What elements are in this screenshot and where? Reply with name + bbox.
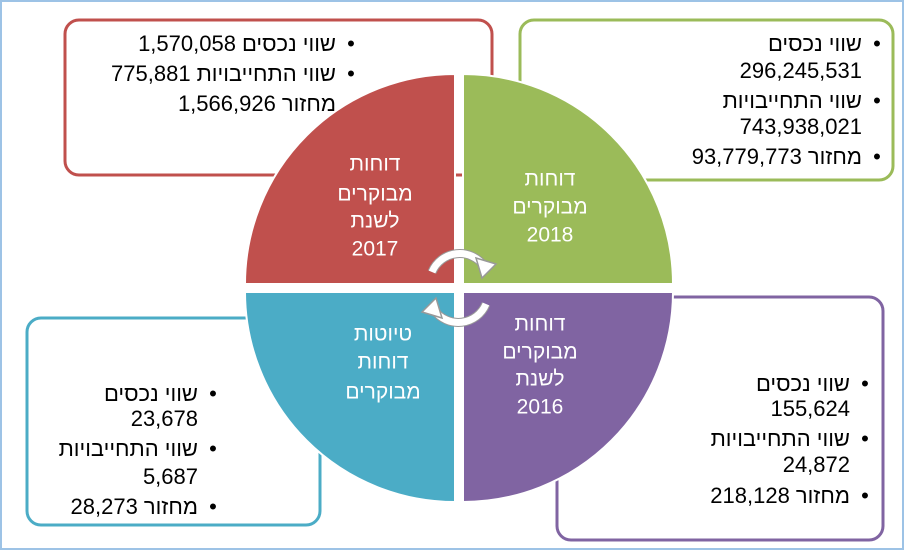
bullet: • bbox=[861, 483, 869, 508]
quadrant-title: טיוטות bbox=[354, 323, 412, 346]
bullet: • bbox=[209, 381, 217, 406]
quadrant-title: 2016 bbox=[517, 396, 564, 419]
bullet: • bbox=[861, 426, 869, 451]
quadrant-title: מבוקרים bbox=[345, 381, 420, 404]
item-value: 296,245,531 bbox=[740, 58, 862, 83]
item-value: 743,938,021 bbox=[740, 114, 862, 139]
bullet: • bbox=[347, 31, 355, 56]
item-label: שווי נכסים bbox=[768, 31, 862, 56]
quadrant-2016 bbox=[462, 291, 675, 504]
quadrant-title: דוחות bbox=[515, 313, 566, 336]
item-label: שווי התחייבויות bbox=[723, 88, 862, 113]
quadrant-2018 bbox=[462, 72, 675, 285]
item-label: מחזור bbox=[808, 144, 862, 169]
item-label: שווי נכסים bbox=[104, 381, 198, 406]
bullet: • bbox=[873, 88, 881, 113]
item-label: מחזור bbox=[282, 91, 336, 116]
item-value: 24,872 bbox=[783, 452, 850, 477]
item-value: 5,687 bbox=[143, 464, 198, 489]
item-label: שווי נכסים bbox=[756, 371, 850, 396]
quadrant-title: לשנת bbox=[516, 368, 565, 391]
item-label: מחזור bbox=[144, 494, 198, 519]
bullet: • bbox=[873, 31, 881, 56]
item-value: 1,566,926 bbox=[178, 91, 276, 116]
quadrant-title: מבוקרים bbox=[512, 196, 587, 219]
bullet: • bbox=[209, 494, 217, 519]
item-value: 93,779,773 bbox=[692, 144, 802, 169]
item-label: מחזור bbox=[796, 483, 850, 508]
item-label: שווי התחייבויות bbox=[711, 426, 850, 451]
item-value: 155,624 bbox=[770, 396, 850, 421]
quadrant-title: דוחות bbox=[358, 351, 409, 374]
bullet: • bbox=[861, 371, 869, 396]
quadrant-title: לשנת bbox=[351, 210, 400, 233]
arrow-head bbox=[474, 256, 498, 280]
item-label: שווי התחייבויות bbox=[197, 61, 336, 86]
item-value: 23,678 bbox=[131, 406, 198, 431]
quadrant-2017 bbox=[243, 72, 456, 285]
quadrant-title: דוחות bbox=[525, 168, 576, 191]
item-value: 218,128 bbox=[710, 483, 790, 508]
quadrant-drafts bbox=[243, 291, 456, 504]
item-label: שווי התחייבויות bbox=[59, 436, 198, 461]
bullet: • bbox=[209, 436, 217, 461]
quadrant-title: מבוקרים bbox=[502, 341, 577, 364]
quadrant-title: 2017 bbox=[352, 238, 399, 261]
item-value: 28,273 bbox=[71, 494, 138, 519]
arrow-head bbox=[420, 296, 444, 320]
quadrant-title: 2018 bbox=[527, 224, 574, 247]
bullet: • bbox=[873, 144, 881, 169]
item-value: 775,881 bbox=[111, 61, 191, 86]
item-label: שווי נכסים bbox=[242, 31, 336, 56]
quadrant-title: מבוקרים bbox=[337, 183, 412, 206]
quadrant-title: דוחות bbox=[350, 153, 401, 176]
item-value: 1,570,058 bbox=[138, 31, 236, 56]
bullet: • bbox=[347, 61, 355, 86]
